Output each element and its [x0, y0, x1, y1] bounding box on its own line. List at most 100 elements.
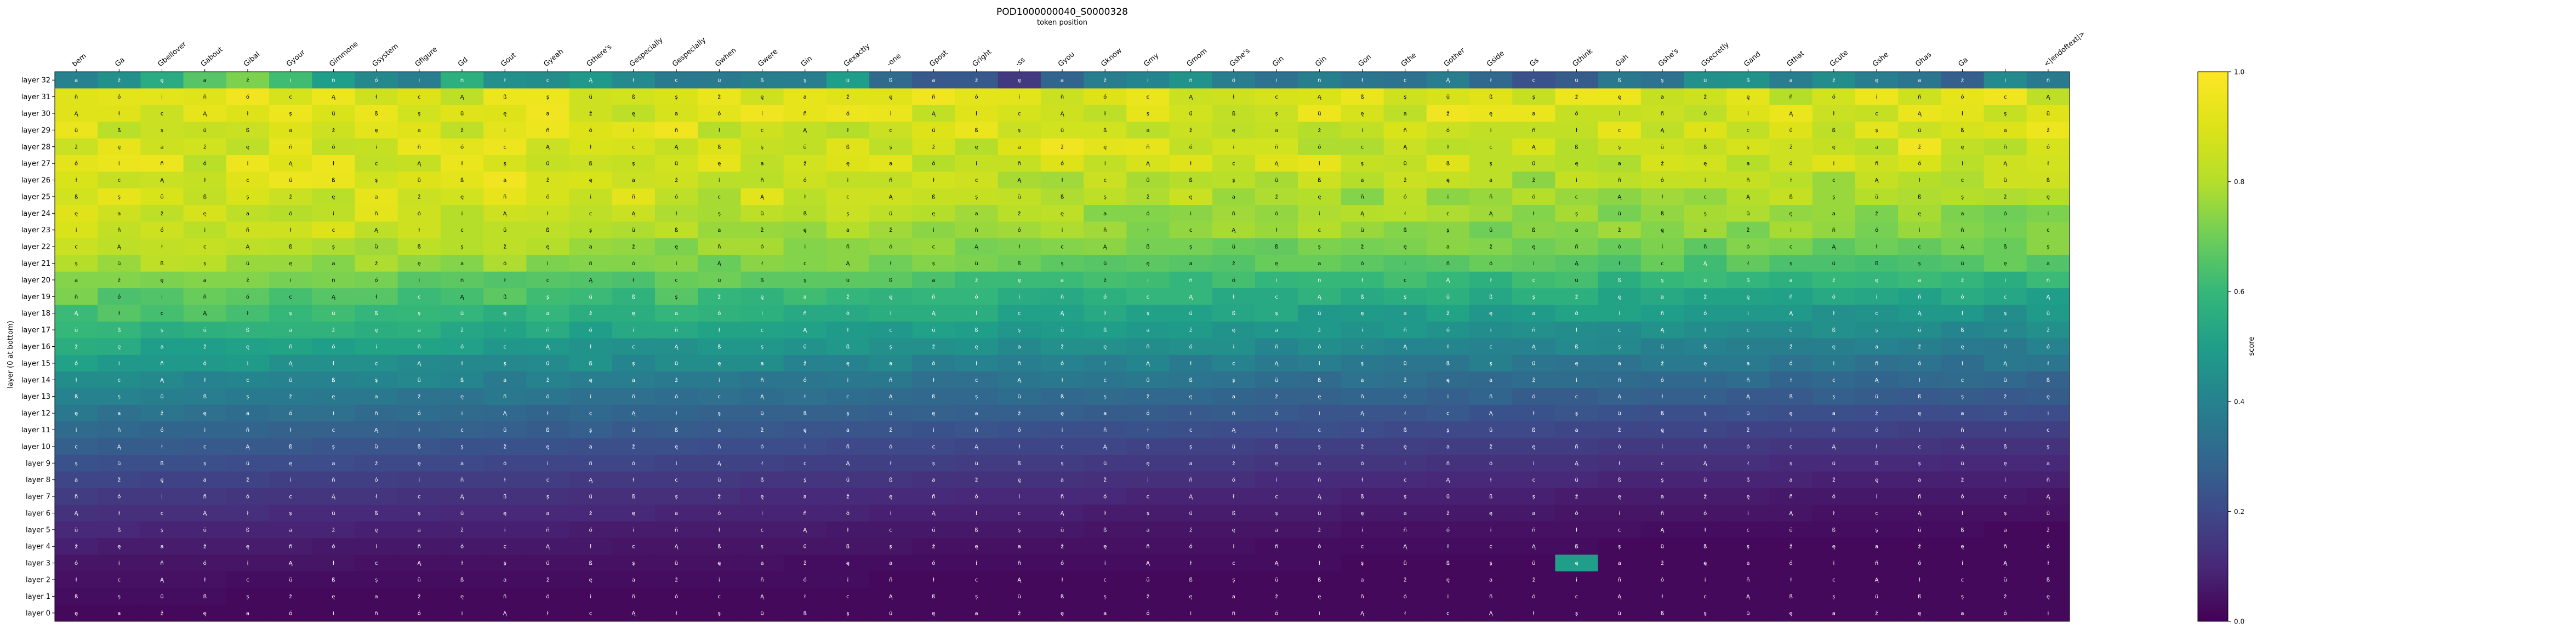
cell-label: ł	[1104, 511, 1106, 517]
heatmap-cell	[440, 205, 484, 222]
cell-label: ș	[1404, 294, 1406, 300]
cell-label: ę	[2004, 261, 2007, 267]
cell-label: Ą	[1617, 594, 1622, 600]
cell-label: ñ	[460, 277, 464, 283]
heatmap-cell	[869, 171, 913, 189]
cell-label: ł	[847, 527, 849, 533]
cell-label: i	[1361, 328, 1363, 334]
cell-label: c	[1018, 111, 1021, 117]
cell-label: ß	[546, 227, 549, 233]
heatmap-cell	[1726, 105, 1770, 122]
cell-label: ó	[1918, 560, 1921, 567]
cell-label: ó	[1318, 144, 1321, 150]
cell-label: ñ	[160, 560, 163, 567]
y-tick-label: layer 1	[26, 593, 50, 601]
cell-label: ș	[761, 144, 763, 150]
cell-label: ł	[504, 78, 506, 84]
cell-label: ü	[1746, 411, 1749, 417]
cell-label: ñ	[1832, 227, 1836, 233]
cell-label: c	[1446, 411, 1450, 417]
cell-label: ñ	[1061, 94, 1064, 100]
cell-label: Ą	[760, 394, 765, 400]
cell-label: ș	[1275, 511, 1278, 517]
cell-label: ș	[1232, 178, 1235, 184]
heatmap-cell	[569, 138, 613, 156]
heatmap-cell	[1084, 105, 1127, 122]
cell-label: ß	[332, 577, 335, 583]
cell-label: ü	[460, 511, 464, 517]
cell-label: ę	[1146, 461, 1149, 467]
x-tick-label: Ga	[1957, 56, 1969, 68]
cell-label: ó	[632, 260, 635, 267]
cell-label: ș	[718, 211, 721, 217]
cell-label: a	[589, 244, 592, 250]
cell-label: ł	[247, 511, 249, 517]
cell-label: ß	[332, 178, 335, 184]
cell-label: ž	[1747, 427, 1749, 433]
cell-label: ș	[1575, 411, 1578, 417]
cell-label: Ą	[2046, 494, 2050, 500]
heatmap-cell	[1898, 171, 1941, 189]
cell-label: ñ	[1575, 444, 1578, 450]
cell-label: ó	[460, 544, 464, 550]
cell-label: a	[1489, 377, 1492, 384]
cell-label: ó	[1318, 344, 1321, 350]
cell-label: c	[932, 244, 936, 250]
cell-label: c	[1275, 494, 1278, 500]
cell-label: ü	[1575, 277, 1578, 283]
cell-label: ž	[718, 494, 721, 500]
cell-label: ñ	[1618, 178, 1621, 184]
cell-label: ß	[846, 344, 850, 350]
cell-label: ü	[2047, 111, 2050, 117]
cell-label: ž	[1189, 127, 1192, 134]
cell-label: Ą	[417, 161, 421, 167]
cell-label: a	[117, 211, 121, 217]
cell-label: ę	[846, 361, 850, 367]
cell-label: ș	[632, 161, 635, 167]
cell-label: ó	[1232, 277, 1235, 283]
cell-label: Ą	[1918, 111, 1922, 117]
cell-label: a	[975, 610, 978, 616]
cell-label: i	[890, 111, 892, 117]
cell-label: ñ	[117, 227, 121, 233]
cell-label: ü	[1061, 128, 1064, 134]
heatmap-cell	[654, 138, 698, 156]
x-tick-label: Gyou	[1057, 50, 1076, 68]
cell-label: i	[161, 294, 163, 300]
heatmap-cell	[612, 88, 656, 106]
heatmap-cell	[526, 72, 570, 89]
heatmap-cell	[312, 205, 355, 222]
cell-label: a	[1232, 394, 1235, 400]
cell-label: ü	[717, 78, 721, 84]
x-tick-label: -ss	[1014, 56, 1027, 68]
cell-label: c	[1875, 111, 1878, 117]
cell-label: c	[1618, 527, 1621, 533]
heatmap-cell	[1941, 155, 1985, 172]
cell-label: ę	[760, 294, 763, 300]
cell-label: i	[204, 227, 206, 233]
cell-label: ß	[503, 94, 506, 100]
cell-label: ž	[1532, 177, 1535, 184]
cell-label: i	[1147, 277, 1149, 283]
heatmap-cell	[226, 138, 270, 156]
cell-label: a	[1875, 144, 1878, 150]
cell-label: ó	[1918, 360, 1921, 367]
cell-label: ü	[1146, 178, 1149, 184]
heatmap-cell	[1169, 72, 1213, 89]
cell-label: ñ	[632, 594, 635, 600]
cell-label: a	[1532, 311, 1535, 317]
cell-label: a	[1189, 261, 1193, 267]
cell-label: a	[675, 111, 678, 117]
x-tick-label: Gwere	[756, 48, 779, 68]
cell-label: ü	[1360, 227, 1364, 233]
heatmap-cell	[397, 72, 441, 89]
cell-label: ß	[2004, 444, 2007, 450]
cell-label: a	[1446, 444, 1450, 450]
cell-label: ü	[1189, 511, 1192, 517]
cell-label: i	[1747, 311, 1749, 317]
cell-label: ü	[1018, 594, 1021, 600]
heatmap-cell	[740, 171, 784, 189]
cell-label: i	[2004, 477, 2006, 483]
cell-label: ł	[1747, 461, 1749, 467]
cell-label: Ą	[332, 294, 336, 300]
